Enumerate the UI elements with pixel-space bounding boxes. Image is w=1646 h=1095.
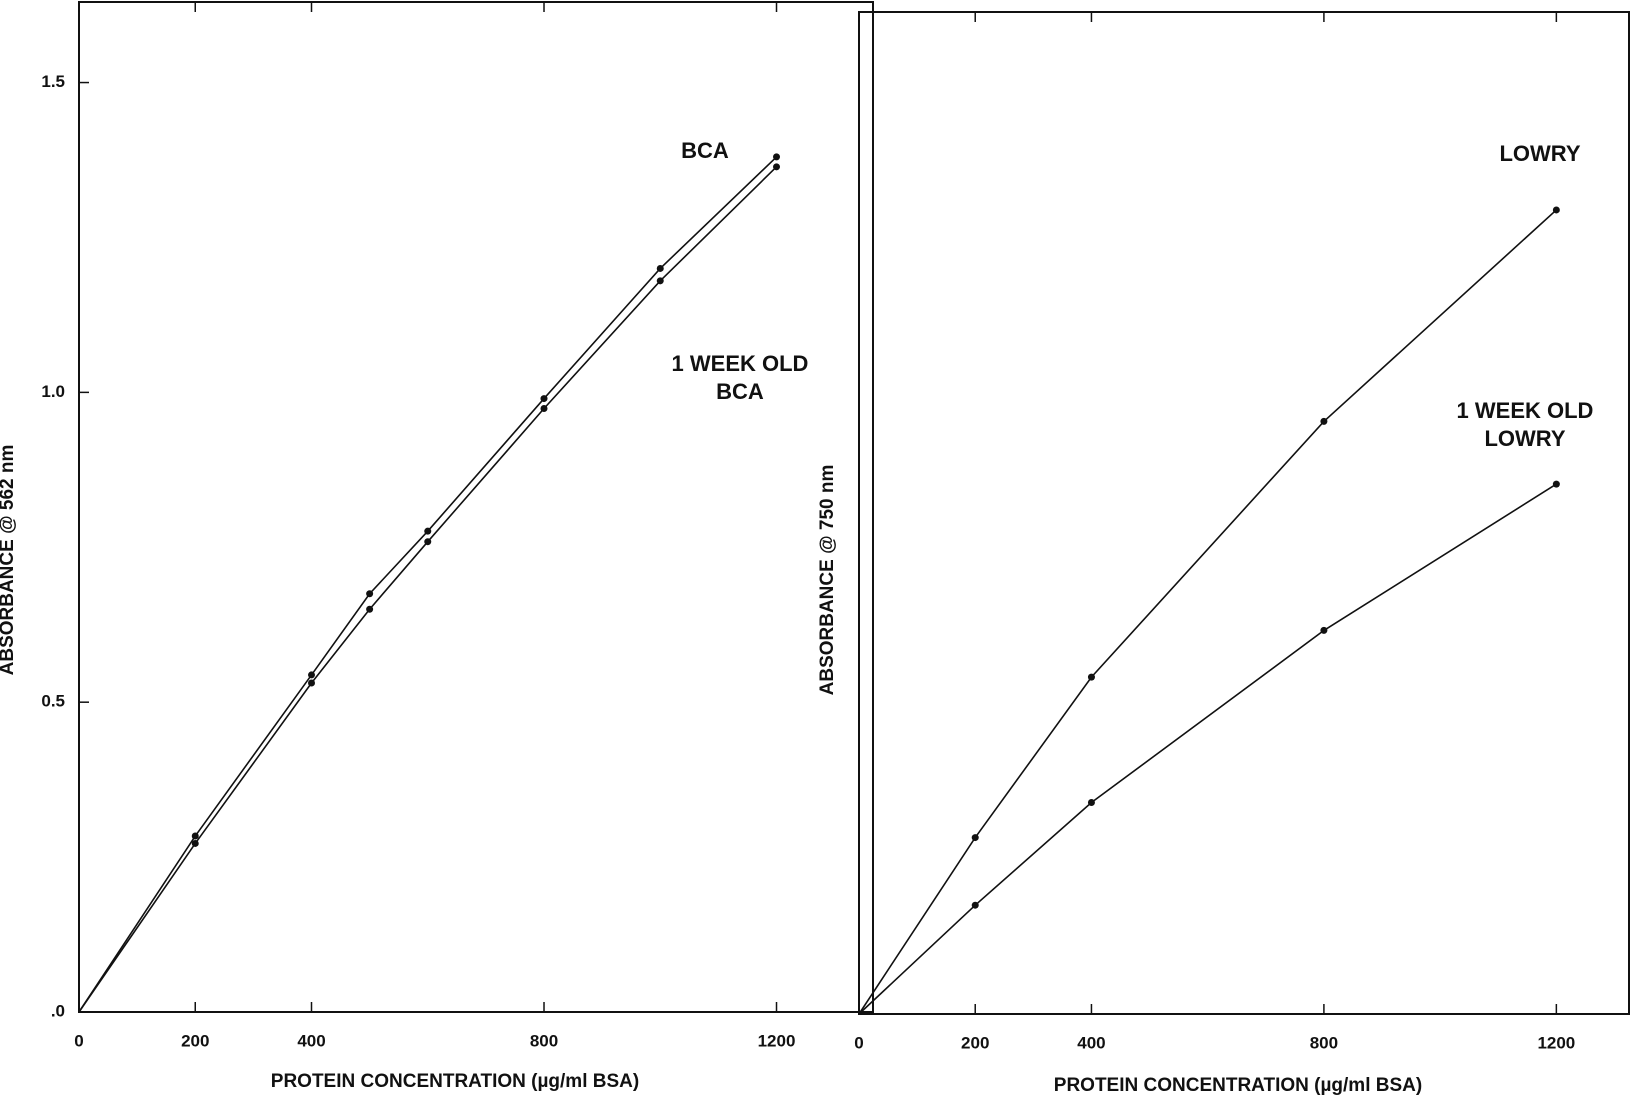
data-point <box>540 395 548 403</box>
data-point <box>308 679 316 687</box>
y-tick-label: .0 <box>51 1001 65 1020</box>
series-label: BCA <box>681 138 729 163</box>
plot-frame <box>858 11 1630 1015</box>
data-point <box>308 671 316 679</box>
data-point <box>1552 480 1560 488</box>
data-line <box>858 209 1557 1015</box>
data-line <box>78 156 778 1013</box>
y-axis-label: ABSORBANCE @ 750 nm <box>817 465 838 696</box>
data-point <box>1320 626 1328 634</box>
data-point <box>191 839 199 847</box>
data-point <box>773 163 781 171</box>
y-axis-label: ABSORBANCE @ 562 nm <box>0 445 18 676</box>
data-point <box>540 404 548 412</box>
x-axis-label: PROTEIN CONCENTRATION (µg/ml BSA) <box>1054 1075 1422 1095</box>
x-tick-label: 800 <box>530 1031 558 1050</box>
data-point <box>424 538 432 546</box>
x-tick-label: 1200 <box>758 1031 796 1050</box>
x-tick-label: 200 <box>181 1031 209 1050</box>
x-tick-label: 1200 <box>1537 1033 1575 1052</box>
data-point <box>971 834 979 842</box>
data-point <box>1087 673 1095 681</box>
plot-frame <box>78 1 874 1013</box>
x-axis-label: PROTEIN CONCENTRATION (µg/ml BSA) <box>271 1071 639 1092</box>
data-point <box>656 264 664 272</box>
data-point <box>971 901 979 909</box>
data-point <box>366 605 374 613</box>
x-tick-label: 400 <box>1077 1033 1105 1052</box>
y-tick-label: 0.5 <box>41 692 65 711</box>
data-point <box>1320 417 1328 425</box>
series-label: LOWRY <box>1499 141 1581 166</box>
x-tick-label: 800 <box>1310 1033 1338 1052</box>
series-label: 1 WEEK OLD LOWRY <box>1456 398 1594 451</box>
data-point <box>366 590 374 598</box>
data-point <box>656 277 664 285</box>
data-point <box>773 153 781 161</box>
y-tick-label: 1.0 <box>41 382 65 401</box>
data-point <box>191 832 199 840</box>
series-label: 1 WEEK OLD BCA <box>671 351 809 404</box>
x-tick-label: 0 <box>74 1031 83 1050</box>
x-tick-label: 200 <box>961 1033 989 1052</box>
x-tick-label: 400 <box>297 1031 325 1050</box>
data-line <box>858 483 1557 1015</box>
y-tick-label: 1.5 <box>41 72 65 91</box>
data-point <box>1552 206 1560 214</box>
data-point <box>424 527 432 535</box>
data-line <box>78 166 778 1013</box>
data-point <box>1087 799 1095 807</box>
x-tick-label: 0 <box>854 1033 863 1052</box>
